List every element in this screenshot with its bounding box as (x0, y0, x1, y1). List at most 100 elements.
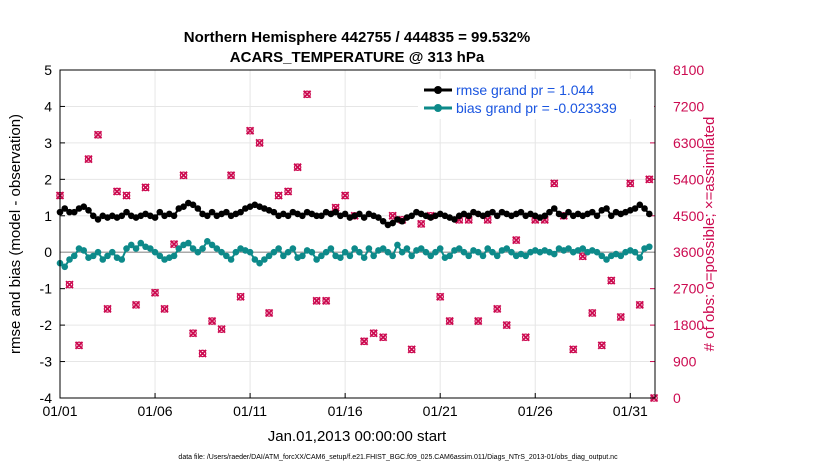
obs-assimilated-marker (588, 308, 597, 318)
chart-title-line-1: Northern Hemisphere 442755 / 444835 = 99… (184, 29, 530, 46)
rmse-point (560, 212, 568, 220)
obs-count-point (312, 296, 321, 305)
obs-assimilated-marker (369, 329, 378, 338)
bias-point (360, 254, 368, 261)
bias-point (313, 256, 320, 263)
bias-point (175, 245, 183, 252)
obs-possible-marker (474, 317, 483, 325)
bias-point (370, 252, 377, 260)
bias-point (489, 248, 496, 256)
y2-tick-label: 0 (673, 390, 681, 406)
rmse-point (341, 210, 349, 218)
obs-count-point (255, 138, 264, 148)
x-tick-label: 01/06 (138, 403, 173, 419)
obs-assimilated-marker (379, 333, 388, 342)
obs-possible-marker (236, 292, 245, 301)
obs-possible-marker (312, 297, 321, 305)
obs-assimilated-marker (493, 304, 502, 314)
obs-assimilated-marker (255, 138, 264, 148)
rmse-point (70, 208, 78, 216)
bias-point (351, 245, 358, 252)
rmse-point (517, 208, 525, 216)
rmse-point (641, 205, 648, 212)
rmse-point (550, 205, 558, 212)
bias-point (398, 248, 406, 256)
rmse-point (588, 208, 596, 216)
y-tick-label: 1 (44, 208, 52, 224)
obs-assimilated-marker (264, 308, 274, 318)
obs-count-point (521, 333, 530, 342)
obs-possible-marker (94, 130, 102, 139)
rmse-point (565, 208, 572, 216)
obs-possible-marker (151, 288, 159, 297)
obs-possible-marker (293, 163, 302, 171)
rmse-point (89, 212, 97, 220)
obs-count-point (493, 304, 502, 314)
rmse-point (541, 212, 549, 220)
obs-assimilated-marker (436, 292, 445, 301)
bias-point (617, 252, 625, 260)
y2-tick-label: 6300 (673, 135, 704, 151)
obs-count-point (122, 191, 131, 200)
rmse-point (170, 212, 178, 220)
obs-possible-marker (379, 333, 387, 342)
y2-tick-label: 8100 (673, 62, 704, 78)
bias-point (194, 248, 202, 256)
bias-point (346, 252, 354, 260)
bias-series (56, 237, 653, 271)
y-tick-label: 4 (44, 98, 52, 114)
x-tick-label: 01/16 (328, 403, 363, 419)
obs-assimilated-marker (569, 345, 578, 354)
bias-point (384, 248, 392, 256)
x-tick-label: 01/01 (42, 403, 77, 419)
bias-point (118, 256, 126, 263)
bias-point (474, 248, 482, 256)
bias-point (432, 248, 439, 256)
bias-point (99, 256, 107, 263)
obs-possible-marker (227, 171, 235, 180)
obs-count-point (645, 175, 654, 184)
obs-count-point (103, 304, 112, 314)
obs-possible-marker (645, 175, 654, 184)
obs-possible-marker (360, 337, 368, 346)
obs-possible-marker (65, 280, 74, 289)
bias-point (408, 252, 415, 260)
y2-tick-label: 5400 (673, 171, 704, 187)
rmse-point (318, 212, 325, 220)
obs-count-point (160, 304, 169, 314)
y-tick-label: -4 (40, 390, 53, 406)
obs-possible-marker (113, 187, 121, 196)
y-tick-label: -3 (40, 354, 53, 370)
bias-point (327, 245, 335, 252)
rmse-point (493, 212, 501, 220)
bias-point (146, 245, 154, 252)
rmse-point (223, 208, 230, 216)
obs-count-point (74, 341, 84, 350)
grid (59, 69, 655, 399)
x-tick-label: 01/11 (233, 403, 267, 419)
obs-count-point (379, 333, 388, 342)
obs-assimilated-marker (645, 175, 654, 184)
obs-assimilated-marker (93, 130, 103, 139)
obs-assimilated-marker (103, 304, 112, 314)
obs-possible-marker (75, 341, 83, 350)
bias-point (318, 252, 325, 260)
obs-possible-marker (160, 305, 169, 313)
obs-possible-marker (246, 126, 254, 135)
obs-possible-marker (208, 317, 216, 325)
y2-tick-label: 2700 (673, 281, 704, 297)
bias-point (232, 248, 240, 256)
rmse-point (80, 203, 88, 210)
legend-bias-marker (434, 104, 442, 112)
obs-assimilated-marker (616, 312, 625, 322)
bias-point (389, 252, 396, 260)
bias-point (565, 245, 572, 252)
rmse-point (237, 208, 244, 216)
bias-point (603, 256, 610, 263)
rmse-point (118, 212, 126, 220)
obs-assimilated-marker (521, 333, 530, 342)
obs-count-point (293, 163, 302, 172)
obs-count-point (207, 316, 217, 326)
legend-box (418, 79, 654, 119)
bias-point (265, 252, 273, 260)
